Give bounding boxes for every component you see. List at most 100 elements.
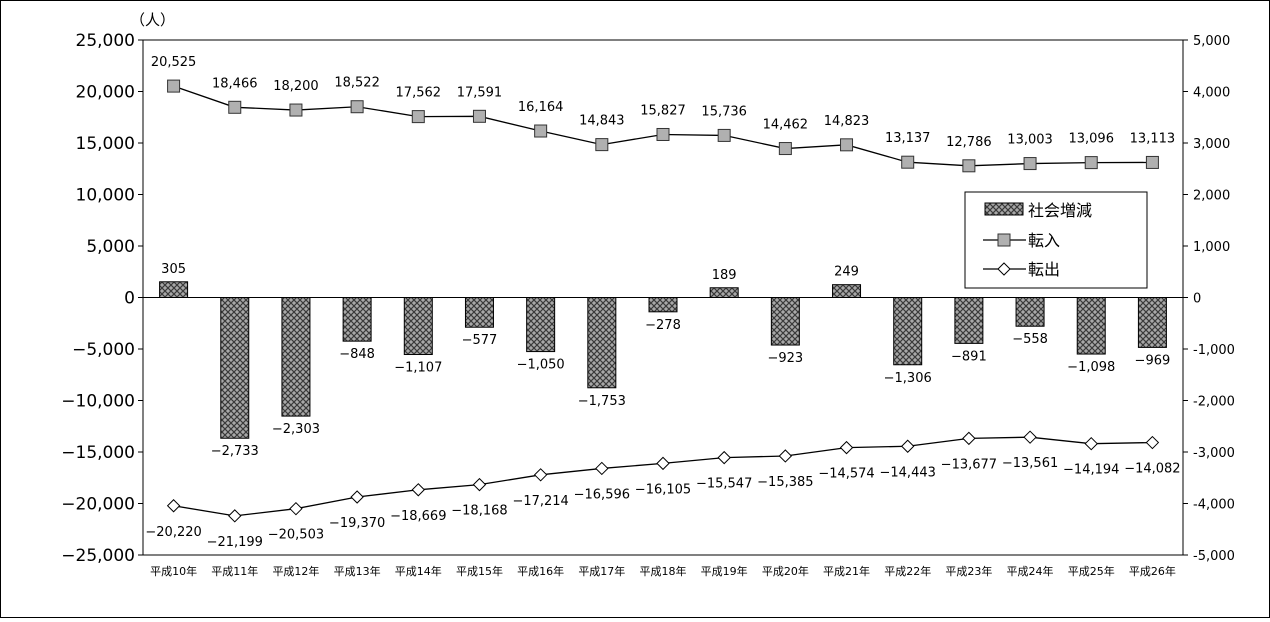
line-in-data-label: 17,562 xyxy=(396,86,442,101)
right-tick-label: 3,000 xyxy=(1193,137,1230,152)
line-out-data-label: −20,503 xyxy=(268,528,324,543)
marker-in-migration xyxy=(1023,157,1037,171)
left-tick-label: 20,000 xyxy=(76,83,135,103)
bar-social-change xyxy=(1076,297,1106,355)
bar-social-change xyxy=(709,287,739,299)
marker-in-migration xyxy=(167,79,181,93)
data-labels: 305 −2,733 −2,303 −848 −1,107 −577 −1,050 −1,75… xyxy=(145,55,1180,550)
marker-out-migration xyxy=(166,499,181,513)
bar-data-label: −969 xyxy=(1135,353,1171,368)
bar-data-label: 189 xyxy=(712,268,737,283)
marker-out-migration xyxy=(533,468,548,482)
bar-data-label: −2,733 xyxy=(211,444,259,459)
legend-label-bar: 社会増減 xyxy=(1028,201,1092,220)
bar-data-label: −1,050 xyxy=(517,358,565,373)
marker-in-migration xyxy=(228,100,242,114)
bar-social-change xyxy=(1137,297,1167,348)
marker-in-migration xyxy=(595,138,609,152)
bar-data-label: −577 xyxy=(462,333,498,348)
x-axis-categories: 平成10年 平成11年 平成12年 平成13年 平成14年 平成15年 平成16年 平成17年… xyxy=(150,564,1176,578)
left-tick-label: 25,000 xyxy=(76,31,135,51)
marker-in-migration xyxy=(350,100,364,114)
marker-in-migration xyxy=(1145,155,1159,169)
bar-social-change xyxy=(526,297,556,353)
marker-out-migration xyxy=(962,431,976,446)
line-in-data-label: 14,462 xyxy=(763,118,809,133)
bar-data-label: −1,753 xyxy=(578,394,626,409)
x-category-label: 平成14年 xyxy=(395,564,442,578)
x-category-label: 平成15年 xyxy=(456,564,503,578)
right-tick-label: 1,000 xyxy=(1193,240,1230,255)
bar-data-label: −1,107 xyxy=(394,361,442,376)
marker-in-migration xyxy=(1084,156,1098,170)
marker-in-migration xyxy=(472,109,486,123)
marker-in-migration xyxy=(656,127,670,141)
bar-data-label: −848 xyxy=(339,347,375,362)
marker-out-migration xyxy=(717,450,731,465)
line-out-data-label: −16,596 xyxy=(574,487,630,502)
line-out-data-label: −19,370 xyxy=(329,516,385,531)
marker-in-migration xyxy=(778,142,792,156)
line-out-data-label: −21,199 xyxy=(207,535,263,550)
bar-data-label: −1,098 xyxy=(1067,360,1115,375)
line-in-data-label: 14,823 xyxy=(824,114,870,129)
line-out-data-label: −15,547 xyxy=(696,477,752,492)
x-category-label: 平成26年 xyxy=(1129,564,1176,578)
left-tick-label: 5,000 xyxy=(86,237,135,257)
bar-social-change xyxy=(587,297,617,389)
right-tick-label: -4,000 xyxy=(1193,498,1235,513)
left-tick-label: −10,000 xyxy=(61,392,135,412)
line-in-data-label: 18,522 xyxy=(334,76,380,91)
x-category-label: 平成13年 xyxy=(334,564,381,578)
bar-data-label: −1,306 xyxy=(884,371,932,386)
line-in-data-label: 18,200 xyxy=(273,79,319,94)
marker-out-migration xyxy=(595,461,609,476)
x-category-label: 平成22年 xyxy=(884,564,931,578)
left-tick-label: 0 xyxy=(124,289,135,309)
line-in-data-label: 20,525 xyxy=(151,55,197,70)
bar-data-label: −923 xyxy=(767,351,803,366)
axis-ticks: 25,000 20,000 15,000 10,000 5,000 0 −5,000 −10,… xyxy=(61,31,1235,566)
left-tick-label: 10,000 xyxy=(76,186,135,206)
bar-social-change xyxy=(281,297,311,417)
marker-out-migration xyxy=(839,440,854,455)
line-in-data-label: 15,736 xyxy=(701,104,747,119)
marker-out-migration xyxy=(289,501,303,516)
legend-label-in: 転入 xyxy=(1028,231,1060,250)
legend-marker-square xyxy=(997,233,1011,247)
line-series xyxy=(166,79,1160,523)
line-out-data-label: −14,082 xyxy=(1124,462,1180,477)
bar-data-label: −891 xyxy=(951,349,987,364)
x-category-label: 平成19年 xyxy=(701,564,748,578)
line-in-data-label: 14,843 xyxy=(579,114,625,129)
marker-out-migration xyxy=(778,449,793,463)
x-category-label: 平成16年 xyxy=(517,564,564,578)
x-category-label: 平成21年 xyxy=(823,564,870,578)
bar-social-change xyxy=(403,297,433,356)
bar-social-change xyxy=(464,297,494,328)
line-out-data-label: −14,194 xyxy=(1063,463,1119,478)
line-out-data-label: −16,105 xyxy=(635,482,691,497)
bar-social-change xyxy=(220,297,250,439)
left-tick-label: −5,000 xyxy=(72,340,135,360)
bar-data-label: 249 xyxy=(834,265,859,280)
line-out-data-label: −15,385 xyxy=(757,475,813,490)
x-category-label: 平成18年 xyxy=(640,564,687,578)
line-in-data-label: 13,137 xyxy=(885,131,931,146)
line-in-data-label: 13,096 xyxy=(1068,132,1114,147)
marker-in-migration xyxy=(962,159,976,173)
right-tick-label: 4,000 xyxy=(1193,86,1230,101)
bar-data-label: −558 xyxy=(1012,332,1048,347)
marker-in-migration xyxy=(534,124,548,138)
bar-social-change xyxy=(770,297,800,346)
line-out-data-label: −20,220 xyxy=(145,525,201,540)
x-category-label: 平成24年 xyxy=(1007,564,1054,578)
legend: 社会増減 転入 転出 xyxy=(964,191,1148,289)
x-category-label: 平成23年 xyxy=(945,564,992,578)
x-category-label: 平成20年 xyxy=(762,564,809,578)
marker-in-migration xyxy=(289,103,303,117)
left-tick-label: −25,000 xyxy=(61,546,135,566)
line-out-data-label: −13,677 xyxy=(941,457,997,472)
